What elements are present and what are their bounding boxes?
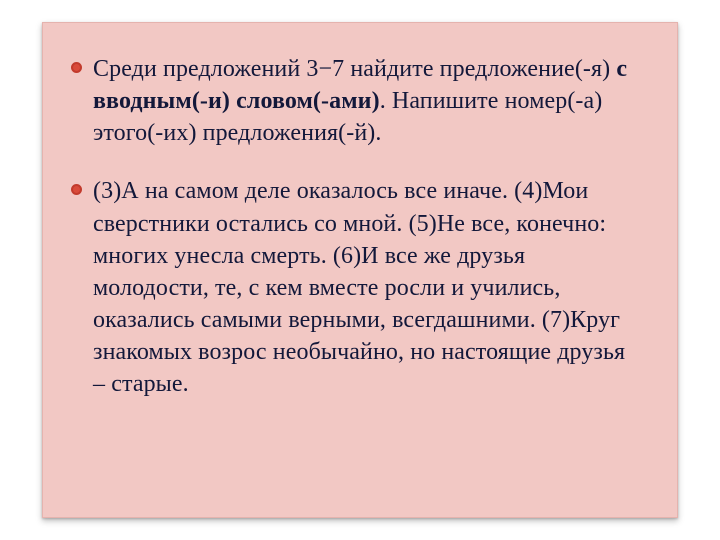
content-card: Среди предложений 3−7 найдите предложени… xyxy=(42,22,678,518)
text-run: Среди предложений 3−7 найдите предложени… xyxy=(93,56,616,82)
bullet-item-2: (3)А на самом деле оказалось все иначе. … xyxy=(93,175,643,400)
bullet-icon xyxy=(71,62,82,73)
bullet-item-1: Среди предложений 3−7 найдите предложени… xyxy=(93,53,643,149)
text-run: (3)А на самом деле оказалось все иначе. … xyxy=(93,178,625,397)
item-text-2: (3)А на самом деле оказалось все иначе. … xyxy=(93,175,643,400)
bullet-icon xyxy=(71,184,82,195)
item-text-1: Среди предложений 3−7 найдите предложени… xyxy=(93,53,643,149)
